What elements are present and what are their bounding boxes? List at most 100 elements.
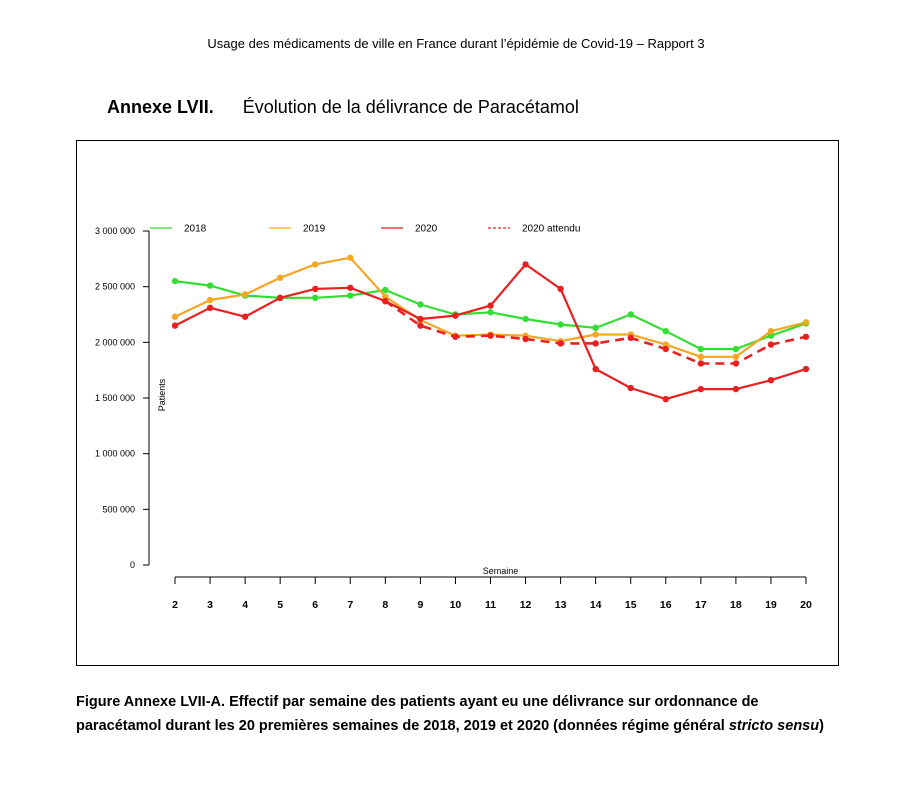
data-point <box>206 282 214 289</box>
data-point <box>382 293 389 300</box>
data-point <box>557 285 564 293</box>
data-point <box>802 365 810 373</box>
x-tick-label: 8 <box>382 599 388 611</box>
data-point <box>206 304 214 312</box>
figure-frame: 0 500 000 1 000 000 1 500 000 2 000 000 2 500… <box>76 140 839 666</box>
figure-caption: Figure Annexe LVII-A. Effectif par semai… <box>76 690 876 738</box>
caption-line-2: paracétamol durant les 20 premières sema… <box>76 714 876 738</box>
data-point <box>592 340 599 347</box>
data-point <box>276 294 284 301</box>
data-point <box>662 395 669 403</box>
data-point <box>767 328 775 335</box>
annex-title: Évolution de la délivrance de Paracétamo… <box>242 97 579 117</box>
data-point <box>347 254 354 261</box>
data-point <box>312 285 319 293</box>
data-point <box>627 334 634 342</box>
data-point <box>171 277 179 285</box>
y-tick-label: 3 000 000 <box>95 226 135 236</box>
data-point <box>487 309 494 316</box>
x-tick-label: 2 <box>172 599 178 611</box>
data-point <box>697 353 705 361</box>
caption-line-2-main: paracétamol durant les 20 premières sema… <box>76 718 729 734</box>
data-point <box>767 341 775 348</box>
data-point <box>697 385 705 393</box>
data-point <box>522 315 529 323</box>
annex-label: Annexe LVII. <box>107 97 214 117</box>
data-point <box>487 332 494 339</box>
x-tick-label: 5 <box>277 599 283 611</box>
caption-line-2-end: ) <box>819 718 824 734</box>
x-tick-label: 6 <box>312 599 318 611</box>
data-point <box>732 345 740 353</box>
legend-label: 2019 <box>303 224 326 235</box>
data-point <box>802 319 810 326</box>
x-tick-label: 10 <box>450 599 462 611</box>
data-point <box>417 315 424 323</box>
x-tick-label: 18 <box>730 599 742 611</box>
data-point <box>452 312 459 319</box>
data-point <box>627 311 634 318</box>
data-point <box>382 286 389 294</box>
data-point <box>592 331 599 338</box>
x-tick-label: 4 <box>242 599 248 611</box>
x-tick-label: 14 <box>590 599 602 611</box>
x-tick-label: 12 <box>520 599 532 611</box>
data-point <box>241 313 249 320</box>
data-point <box>417 322 424 329</box>
data-point <box>557 340 564 347</box>
data-point <box>382 297 389 305</box>
data-point <box>732 353 740 361</box>
data-point <box>347 292 354 299</box>
data-point <box>592 324 599 332</box>
line-chart: 0 500 000 1 000 000 1 500 000 2 000 000 2 500… <box>95 224 812 612</box>
x-tick-label: 17 <box>695 599 707 611</box>
x-tick-label: 16 <box>660 599 672 611</box>
data-point <box>276 274 284 281</box>
x-tick-label: 15 <box>625 599 637 611</box>
data-point <box>522 335 529 343</box>
data-point <box>312 294 319 301</box>
data-point <box>347 284 354 291</box>
y-axis-label: Patients <box>157 378 167 411</box>
y-tick-label: 1 000 000 <box>95 449 135 459</box>
data-point <box>767 376 775 384</box>
y-tick-label: 0 <box>130 560 135 570</box>
x-tick-label: 19 <box>765 599 777 611</box>
legend-label: 2020 <box>415 224 438 235</box>
data-point <box>487 302 494 309</box>
x-tick-label: 20 <box>800 599 812 611</box>
y-tick-label: 2 000 000 <box>95 337 135 347</box>
data-point <box>206 296 214 304</box>
y-tick-label: 1 500 000 <box>95 393 135 403</box>
x-tick-label: 3 <box>207 599 213 611</box>
x-tick-label: 13 <box>555 599 567 611</box>
data-point <box>557 321 564 328</box>
running-header: Usage des médicaments de ville en France… <box>207 36 705 51</box>
x-tick-label: 7 <box>347 599 353 611</box>
data-point <box>592 365 599 373</box>
caption-line-1: Figure Annexe LVII-A. Effectif par semai… <box>76 694 759 710</box>
data-point <box>171 313 179 320</box>
data-point <box>767 332 775 339</box>
data-point <box>452 333 459 340</box>
data-point <box>662 328 669 335</box>
data-point <box>171 322 179 329</box>
data-point <box>522 261 529 268</box>
data-point <box>732 385 740 393</box>
caption-italic: stricto sensu <box>728 718 820 734</box>
data-point <box>697 360 705 367</box>
data-point <box>627 384 634 392</box>
data-point <box>732 360 740 367</box>
data-point <box>241 291 249 298</box>
x-axis-label: Semaine <box>483 566 519 576</box>
annex-heading: Annexe LVII. Évolution de la délivrance … <box>107 97 579 118</box>
x-tick-label: 11 <box>485 599 496 611</box>
data-point <box>662 345 669 353</box>
data-point <box>662 341 669 348</box>
data-point <box>312 261 319 268</box>
y-tick-label: 2 500 000 <box>95 282 135 292</box>
x-tick-label: 9 <box>417 599 423 611</box>
data-point <box>802 333 810 340</box>
data-point <box>697 345 705 353</box>
legend-label: 2018 <box>184 224 207 235</box>
